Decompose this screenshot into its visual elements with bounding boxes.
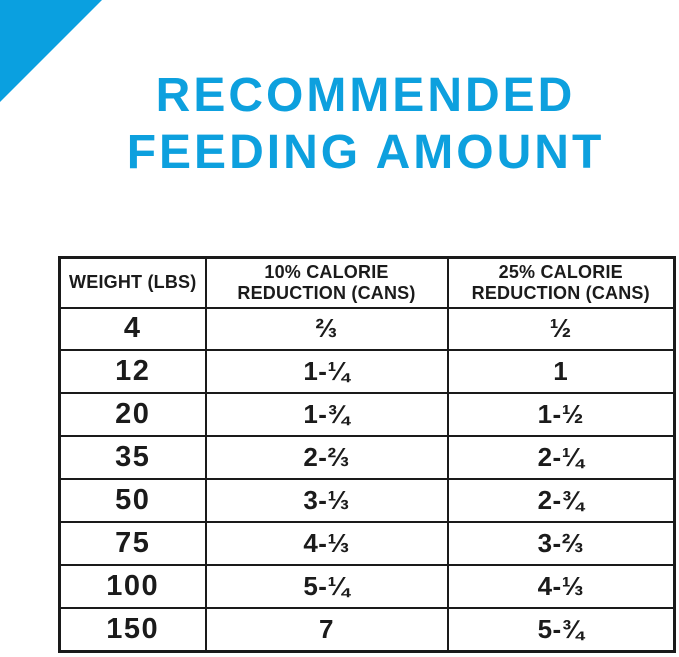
- page-title-line-2: FEEDING AMOUNT: [126, 126, 605, 179]
- weight-cell: 150: [58, 606, 207, 653]
- cal25-cell: 3-⅔: [446, 521, 676, 567]
- header-row: WEIGHT (LBS) 10% CALORIE REDUCTION (CANS…: [58, 256, 676, 309]
- cal10-cell: 1-¼: [204, 349, 449, 395]
- table-row-weight-20: 20 1-¾ 1-½: [58, 392, 676, 438]
- weight-cell: 75: [58, 521, 207, 567]
- table-row-weight-12: 12 1-¼ 1: [58, 349, 676, 395]
- cal10-cell: ⅔: [204, 306, 449, 352]
- feeding-table-body: 4 ⅔ ½ 12 1-¼ 1 20 1-¾ 1-½ 35 2-⅔ 2-¼ 50: [58, 306, 676, 653]
- table-row-weight-4: 4 ⅔ ½: [58, 306, 676, 352]
- cal25-cell: 1: [446, 349, 676, 395]
- weight-cell: 20: [58, 392, 207, 438]
- cal25-cell: ½: [446, 306, 676, 352]
- table-row-weight-35: 35 2-⅔ 2-¼: [58, 435, 676, 481]
- cal25-cell: 2-¼: [446, 435, 676, 481]
- weight-cell: 4: [58, 306, 207, 352]
- header-10pct-line-1: 10% CALORIE: [264, 261, 389, 282]
- header-10pct-line-2: REDUCTION (CANS): [237, 282, 416, 303]
- feeding-table-header: WEIGHT (LBS) 10% CALORIE REDUCTION (CANS…: [58, 256, 676, 309]
- feeding-table: WEIGHT (LBS) 10% CALORIE REDUCTION (CANS…: [58, 256, 676, 653]
- cal25-cell: 4-⅓: [446, 564, 676, 609]
- cal25-cell: 5-¾: [446, 606, 676, 653]
- weight-cell: 50: [58, 478, 207, 524]
- weight-cell: 35: [58, 435, 207, 481]
- header-25pct-line-2: REDUCTION (CANS): [471, 282, 650, 303]
- cal10-cell: 4-⅓: [204, 521, 449, 567]
- table-row-weight-75: 75 4-⅓ 3-⅔: [58, 521, 676, 567]
- header-weight: WEIGHT (LBS): [58, 256, 207, 309]
- page-title: RECOMMENDED FEEDING AMOUNT: [58, 67, 673, 181]
- table-row-weight-150: 150 7 5-¾: [58, 606, 676, 653]
- cal10-cell: 7: [204, 606, 449, 653]
- table-row-weight-50: 50 3-⅓ 2-¾: [58, 478, 676, 524]
- page-title-line-1: RECOMMENDED: [155, 69, 576, 122]
- cal25-cell: 1-½: [446, 392, 676, 438]
- cal10-cell: 3-⅓: [204, 478, 449, 524]
- weight-cell: 12: [58, 349, 207, 395]
- cal25-cell: 2-¾: [446, 478, 676, 524]
- cal10-cell: 2-⅔: [204, 435, 449, 481]
- table-row-weight-100: 100 5-¼ 4-⅓: [58, 564, 676, 609]
- header-weight-line-1: WEIGHT (LBS): [69, 272, 197, 293]
- cal10-cell: 1-¾: [204, 392, 449, 438]
- header-10pct-reduction: 10% CALORIE REDUCTION (CANS): [204, 256, 449, 309]
- weight-cell: 100: [58, 564, 207, 609]
- header-25pct-reduction: 25% CALORIE REDUCTION (CANS): [446, 256, 676, 309]
- header-25pct-line-1: 25% CALORIE: [498, 261, 623, 282]
- cal10-cell: 5-¼: [204, 564, 449, 609]
